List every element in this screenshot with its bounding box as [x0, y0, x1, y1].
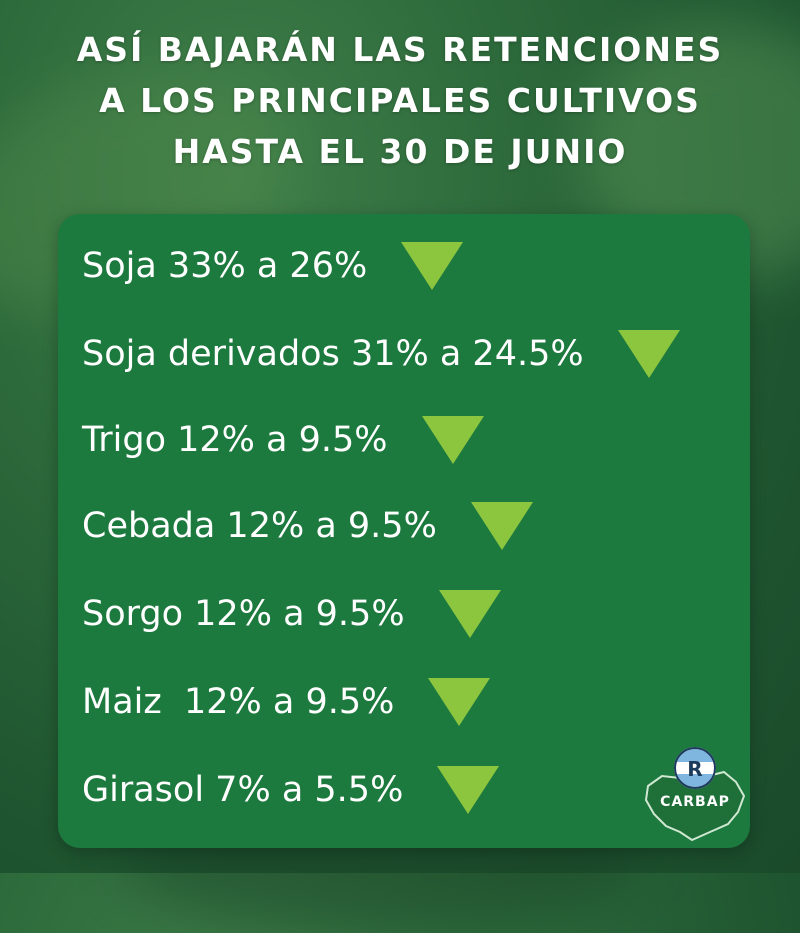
list-item-soja: Soja 33% a 26%: [82, 236, 464, 296]
list-item-soja-derivados: Soja derivados 31% a 24.5%: [82, 324, 680, 384]
list-item-label: Soja 33% a 26%: [82, 246, 368, 286]
list-item-girasol: Girasol 7% a 5.5%: [82, 760, 500, 820]
list-item-trigo: Trigo 12% a 9.5%: [82, 410, 484, 470]
list-item-label: Trigo 12% a 9.5%: [82, 420, 388, 460]
list-item-label: Sorgo 12% a 9.5%: [82, 594, 405, 634]
carbap-logo: R CARBAP: [640, 742, 750, 842]
carbap-map-icon: R: [644, 747, 746, 842]
down-triangle-icon: [617, 330, 680, 378]
retenciones-list-panel: Soja 33% a 26% Soja derivados 31% a 24.5…: [58, 214, 750, 848]
down-triangle-icon: [421, 416, 484, 464]
headline-line-1: ASÍ BAJARÁN LAS RETENCIONES: [76, 30, 724, 69]
down-triangle-icon: [401, 242, 464, 290]
list-item-maiz: Maiz 12% a 9.5%: [82, 672, 491, 732]
list-item-label: Soja derivados 31% a 24.5%: [82, 334, 584, 374]
list-item-label: Maiz 12% a 9.5%: [82, 682, 395, 722]
headline-line-3: HASTA EL 30 DE JUNIO: [172, 132, 628, 171]
logo-text: CARBAP: [660, 794, 730, 810]
headline-line-2: A LOS PRINCIPALES CULTIVOS: [99, 81, 701, 120]
list-item-label: Cebada 12% a 9.5%: [82, 506, 437, 546]
list-item-label: Girasol 7% a 5.5%: [82, 770, 404, 810]
down-triangle-icon: [438, 590, 501, 638]
down-triangle-icon: [428, 678, 491, 726]
list-item-sorgo: Sorgo 12% a 9.5%: [82, 584, 501, 644]
logo-letter: R: [687, 757, 702, 781]
headline: ASÍ BAJARÁN LAS RETENCIONES A LOS PRINCI…: [0, 24, 800, 177]
down-triangle-icon: [470, 502, 533, 550]
list-item-cebada: Cebada 12% a 9.5%: [82, 496, 533, 556]
down-triangle-icon: [437, 766, 500, 814]
